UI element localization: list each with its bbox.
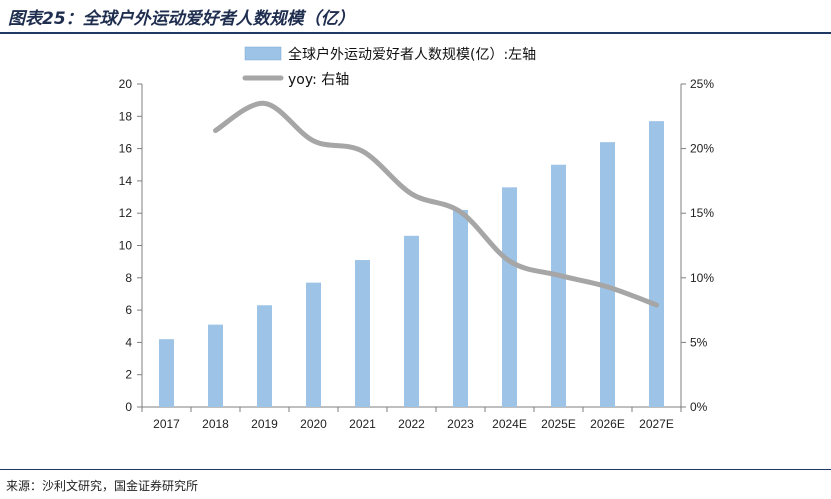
x-axis-tick-label: 2027E [639, 417, 674, 431]
x-axis-tick-label: 2022 [398, 417, 425, 431]
x-axis-tick-label: 2019 [251, 417, 278, 431]
left-axis-tick-label: 16 [119, 142, 133, 156]
footer-rule [0, 469, 831, 470]
bar [208, 324, 223, 407]
left-axis-tick-label: 12 [119, 206, 133, 220]
x-axis-tick-label: 2026E [590, 417, 625, 431]
legend-line-label: yoy: 右轴 [288, 72, 349, 88]
right-axis-tick-label: 15% [690, 206, 714, 220]
left-axis-tick-label: 0 [125, 400, 132, 414]
bar [159, 339, 174, 407]
left-axis-tick-label: 18 [119, 109, 133, 123]
bar [600, 142, 615, 407]
bar [404, 235, 419, 407]
legend-bar-label: 全球户外运动爱好者人数规模(亿）:左轴 [288, 46, 536, 63]
legend-bar-swatch [244, 46, 282, 61]
legend: 全球户外运动爱好者人数规模(亿）:左轴 yoy: 右轴 [242, 46, 536, 88]
left-axis-tick-label: 2 [125, 368, 132, 382]
x-axis-tick-label: 2021 [349, 417, 376, 431]
title-rule [0, 32, 831, 34]
x-axis-tick-label: 2023 [447, 417, 474, 431]
right-axis-tick-label: 10% [690, 271, 714, 285]
x-axis-tick-label: 2020 [300, 417, 327, 431]
source-note: 来源：沙利文研究，国金证券研究所 [6, 479, 199, 493]
x-axis-tick-label: 2017 [153, 417, 180, 431]
left-axis-tick-label: 4 [125, 335, 132, 349]
bar [551, 164, 566, 407]
yoy-line [213, 100, 659, 308]
left-axis-tick-label: 10 [119, 239, 133, 253]
bar [649, 121, 664, 408]
bar [502, 187, 517, 407]
right-axis-tick-label: 20% [690, 142, 714, 156]
bar [306, 282, 321, 407]
right-axis-tick-label: 0% [690, 400, 708, 414]
right-axis-tick-label: 5% [690, 335, 708, 349]
left-axis-tick-label: 6 [125, 303, 132, 317]
x-axis-tick-label: 2025E [541, 417, 576, 431]
right-axis-tick-label: 25% [690, 77, 714, 91]
plot-area: 0 2 4 6 8 10 12 14 16 18 20 0% 5% 10% 15% 20% 25% 2017 201… [119, 77, 715, 431]
figure-title: 图表25：全球户外运动爱好者人数规模（亿） [8, 9, 355, 29]
left-axis-tick-label: 20 [119, 77, 133, 91]
left-axis-tick-label: 14 [119, 174, 133, 188]
bar [355, 260, 370, 407]
x-axis-tick-label: 2024E [492, 417, 527, 431]
x-axis-tick-label: 2018 [202, 417, 229, 431]
bar [257, 305, 272, 407]
left-axis-tick-label: 8 [125, 271, 132, 285]
bar [453, 209, 468, 407]
